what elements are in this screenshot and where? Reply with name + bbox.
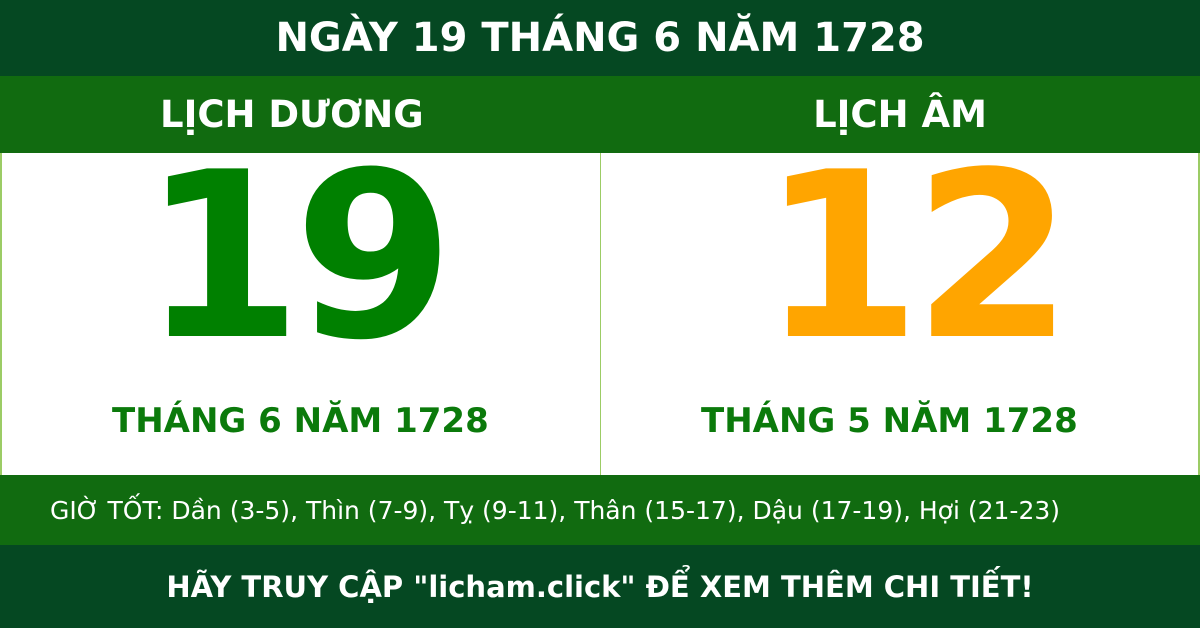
solar-heading: LỊCH DƯƠNG bbox=[160, 93, 424, 136]
calendar-headers: LỊCH DƯƠNG LỊCH ÂM bbox=[0, 76, 1200, 153]
solar-day: 19 bbox=[142, 124, 454, 391]
footer-cta: HÃY TRUY CẬP "licham.click" ĐỂ XEM THÊM … bbox=[0, 545, 1200, 628]
solar-panel: 19 THÁNG 6 NĂM 1728 bbox=[0, 143, 599, 475]
lunar-day: 12 bbox=[761, 124, 1073, 391]
lunar-month-year: THÁNG 5 NĂM 1728 bbox=[701, 401, 1078, 441]
lunar-panel: 12 THÁNG 5 NĂM 1728 bbox=[600, 143, 1200, 475]
good-hours: GIỜ TỐT: Dần (3-5), Thìn (7-9), Tỵ (9-11… bbox=[0, 475, 1200, 545]
lunar-heading: LỊCH ÂM bbox=[813, 93, 987, 136]
page-title: NGÀY 19 THÁNG 6 NĂM 1728 bbox=[0, 0, 1200, 76]
solar-month-year: THÁNG 6 NĂM 1728 bbox=[112, 401, 489, 441]
